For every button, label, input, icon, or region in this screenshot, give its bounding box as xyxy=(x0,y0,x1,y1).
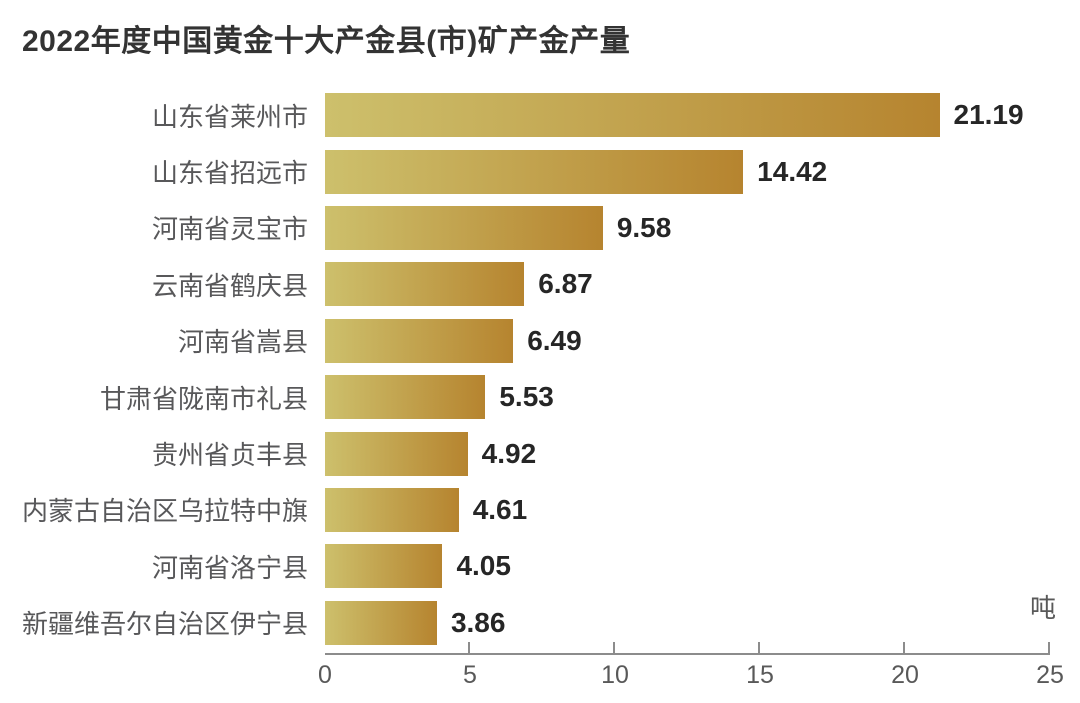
bar-track: 5.53 xyxy=(325,375,1050,420)
chart-title: 2022年度中国黄金十大产金县(市)矿产金产量 xyxy=(22,25,631,58)
value-label: 3.86 xyxy=(450,606,506,638)
category-label: 甘肃省陇南市礼县 xyxy=(99,383,308,414)
axis-tick xyxy=(903,642,905,655)
bar-row: 河南省嵩县 6.49 xyxy=(0,313,1080,369)
bar-row: 甘肃省陇南市礼县 5.53 xyxy=(0,369,1080,425)
bar-track: 21.19 xyxy=(325,93,1050,138)
bar xyxy=(325,487,459,532)
value-label: 6.87 xyxy=(538,268,593,300)
category-label: 山东省招远市 xyxy=(151,158,308,189)
axis-tick-label: 5 xyxy=(463,661,477,689)
bar-row: 云南省鹤庆县 6.87 xyxy=(0,256,1080,312)
bar xyxy=(325,375,486,420)
bar-row: 河南省洛宁县 4.05 xyxy=(0,538,1080,594)
bar xyxy=(325,205,603,250)
bar-track: 9.58 xyxy=(325,205,1050,250)
value-label: 6.49 xyxy=(527,324,582,356)
bar-row: 河南省灵宝市 9.58 xyxy=(0,200,1080,256)
bar-track: 6.49 xyxy=(325,318,1050,363)
bar xyxy=(325,93,940,138)
value-label: 5.53 xyxy=(499,381,554,413)
axis-tick-label: 0 xyxy=(318,661,332,689)
bar xyxy=(325,544,443,589)
category-label: 云南省鹤庆县 xyxy=(151,270,308,301)
value-label: 9.58 xyxy=(616,211,672,243)
bar xyxy=(325,318,514,363)
category-label: 内蒙古自治区乌拉特中旗 xyxy=(21,496,308,527)
category-label: 河南省嵩县 xyxy=(177,327,308,358)
bar-track: 4.61 xyxy=(325,487,1050,532)
bar-row: 内蒙古自治区乌拉特中旗 4.61 xyxy=(0,482,1080,538)
axis-unit-label: 吨 xyxy=(1030,593,1057,623)
axis-tick xyxy=(1048,642,1050,655)
axis-tick-label: 10 xyxy=(601,661,629,689)
bar xyxy=(325,262,525,307)
bar-track: 4.92 xyxy=(325,431,1050,476)
bar-row: 山东省莱州市 21.19 xyxy=(0,87,1080,143)
bar-track: 4.05 xyxy=(325,544,1050,589)
value-label: 4.92 xyxy=(481,437,537,469)
value-label: 4.05 xyxy=(456,550,511,582)
axis-tick xyxy=(613,642,615,655)
category-label: 新疆维吾尔自治区伊宁县 xyxy=(21,609,308,640)
bar-track: 14.42 xyxy=(325,149,1050,194)
axis-tick-label: 25 xyxy=(1036,661,1064,689)
axis-tick-label: 20 xyxy=(891,661,919,689)
bar-track: 3.86 xyxy=(325,600,1050,645)
bar xyxy=(325,431,468,476)
bar xyxy=(325,149,744,194)
category-label: 贵州省贞丰县 xyxy=(151,440,308,471)
x-axis-line xyxy=(325,642,1050,655)
axis-tick-labels: 0 5 10 15 20 25 xyxy=(318,661,1064,693)
axis-tick xyxy=(758,642,760,655)
category-label: 山东省莱州市 xyxy=(151,101,308,132)
category-label: 河南省灵宝市 xyxy=(151,214,308,245)
value-label: 14.42 xyxy=(757,155,828,187)
bar-row: 贵州省贞丰县 4.92 xyxy=(0,425,1080,481)
bar xyxy=(325,600,437,645)
value-label: 21.19 xyxy=(953,99,1024,131)
bar-rows: 山东省莱州市 21.19 山东省招远市 14.42 河南省灵宝市 9.58 云南… xyxy=(0,87,1080,651)
bar-row: 新疆维吾尔自治区伊宁县 3.86 xyxy=(0,595,1080,651)
bar-row: 山东省招远市 14.42 xyxy=(0,143,1080,199)
value-label: 4.61 xyxy=(472,493,528,525)
axis-tick xyxy=(468,642,470,655)
axis-tick-label: 15 xyxy=(746,661,774,689)
bar-track: 6.87 xyxy=(325,262,1050,307)
category-label: 河南省洛宁县 xyxy=(151,552,308,583)
